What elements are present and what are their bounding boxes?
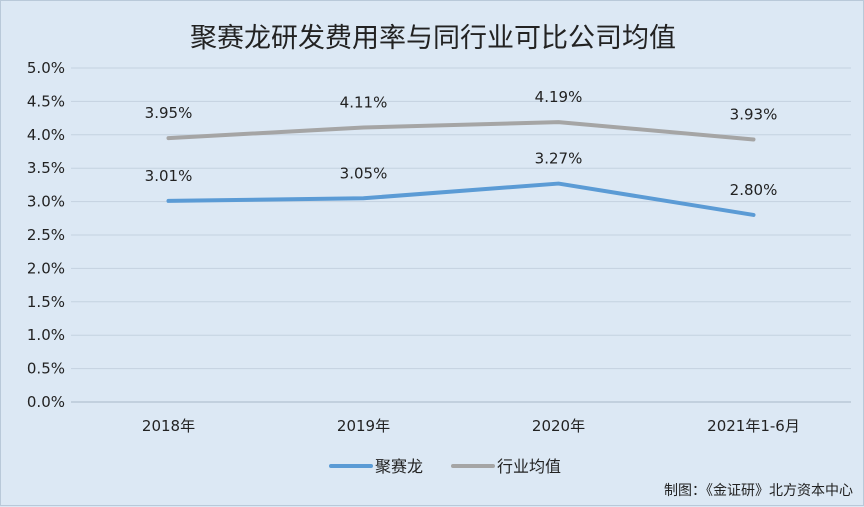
y-axis-ticks: 0.0% 0.5% 1.0% 1.5% 2.0% 2.5% 3.0% 3.5% 4.0% 4.5%… bbox=[27, 59, 65, 411]
y-tick-label: 3.0% bbox=[27, 193, 65, 211]
x-tick-label: 2020年 bbox=[532, 417, 585, 435]
data-label: 4.19% bbox=[535, 88, 583, 106]
x-tick-label: 2021年1-6月 bbox=[707, 417, 800, 435]
data-label: 2.80% bbox=[730, 181, 778, 199]
data-labels: 3.01% 3.05% 3.27% 2.80% 3.95% 4.11% 4.19% 3.93% bbox=[145, 88, 778, 199]
y-tick-label: 4.0% bbox=[27, 126, 65, 144]
data-label: 3.93% bbox=[730, 105, 778, 123]
y-tick-label: 1.0% bbox=[27, 326, 65, 344]
series-line-1 bbox=[166, 181, 756, 217]
y-tick-label: 0.0% bbox=[27, 393, 65, 411]
source-credit: 制图：《金证研》北方资本中心 bbox=[664, 483, 853, 499]
data-label: 3.27% bbox=[535, 150, 583, 168]
x-axis-ticks: 2018年 2019年 2020年 2021年1-6月 bbox=[142, 417, 800, 435]
y-tick-label: 4.5% bbox=[27, 92, 65, 110]
y-tick-label: 3.5% bbox=[27, 159, 65, 177]
data-label: 3.95% bbox=[145, 104, 193, 122]
y-tick-label: 1.5% bbox=[27, 293, 65, 311]
x-tick-label: 2019年 bbox=[337, 417, 390, 435]
y-tick-label: 0.5% bbox=[27, 360, 65, 378]
y-tick-label: 5.0% bbox=[27, 59, 65, 77]
y-tick-label: 2.5% bbox=[27, 226, 65, 244]
data-label: 3.05% bbox=[340, 164, 388, 182]
legend-label: 行业均值 bbox=[497, 457, 561, 476]
data-label: 3.01% bbox=[145, 167, 193, 185]
series-lines bbox=[166, 120, 756, 217]
legend: 聚赛龙 行业均值 bbox=[329, 457, 561, 476]
series-line-2 bbox=[166, 120, 756, 142]
y-tick-label: 2.0% bbox=[27, 259, 65, 277]
legend-label: 聚赛龙 bbox=[375, 457, 423, 476]
data-label: 4.11% bbox=[340, 93, 388, 111]
x-tick-label: 2018年 bbox=[142, 417, 195, 435]
chart-title: 聚赛龙研发费用率与同行业可比公司均值 bbox=[190, 23, 676, 54]
